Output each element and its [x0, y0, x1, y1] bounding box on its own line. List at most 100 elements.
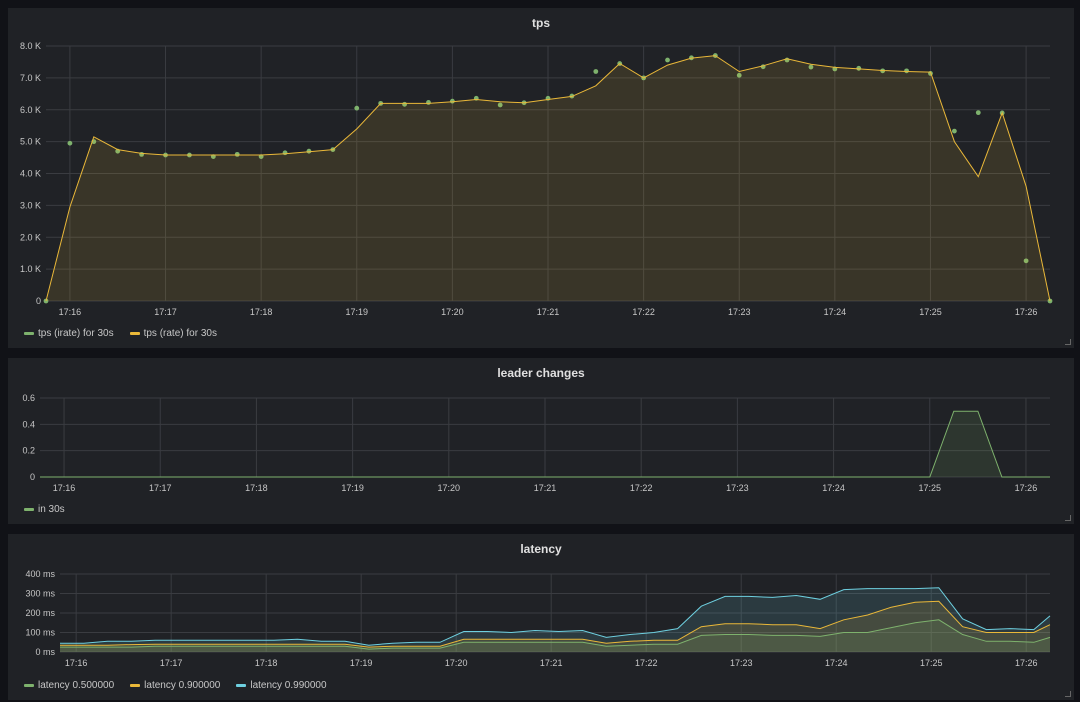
- x-tick-label: 17:16: [53, 483, 76, 493]
- data-point-tps-irate-for-30s: [234, 151, 240, 157]
- data-point-tps-irate-for-30s: [354, 105, 360, 111]
- legend-label: tps (irate) for 30s: [38, 328, 114, 339]
- x-tick-label: 17:25: [918, 483, 941, 493]
- data-point-tps-irate-for-30s: [593, 69, 599, 74]
- x-tick-label: 17:22: [635, 658, 658, 668]
- data-point-tps-irate-for-30s: [904, 68, 909, 74]
- x-tick-label: 17:16: [59, 307, 82, 317]
- latency-panel: latency 0 ms 100 ms 200 ms 300 ms 400 ms 17:1…: [8, 534, 1074, 700]
- latency-chart: 0 ms 100 ms 200 ms 300 ms 400 ms 17:16 17:17 17…: [25, 569, 1051, 668]
- data-point-tps-irate-for-30s: [67, 140, 73, 146]
- y-tick-label: 100 ms: [25, 628, 55, 638]
- legend-item-latency-p99[interactable]: latency 0.990000: [236, 680, 327, 691]
- data-point-tps-irate-for-30s: [975, 110, 981, 116]
- data-point-tps-irate-for-30s: [856, 65, 862, 71]
- legend-swatch-green: [24, 332, 34, 335]
- x-tick-label: 17:18: [255, 658, 278, 668]
- x-tick-label: 17:24: [825, 658, 848, 668]
- series-line-tps-rate-for-30s: [45, 55, 1051, 302]
- legend-item-in-30s[interactable]: in 30s: [24, 504, 65, 515]
- x-tick-label: 17:21: [537, 307, 560, 317]
- series-line-latency-0-500000: [60, 619, 1051, 650]
- series-area-in-30s: [40, 411, 1050, 477]
- y-tick-label: 0: [36, 296, 41, 306]
- data-point-tps-irate-for-30s: [808, 64, 814, 70]
- x-tick-label: 17:17: [149, 483, 172, 493]
- legend-label: tps (rate) for 30s: [143, 328, 217, 339]
- y-tick-label: 6.0 K: [20, 105, 41, 115]
- legend-label: in 30s: [38, 504, 65, 515]
- x-tick-label: 17:17: [154, 307, 177, 317]
- data-point-tps-irate-for-30s: [497, 102, 503, 108]
- x-tick-label: 17:18: [250, 307, 273, 317]
- latency-panel-title[interactable]: latency: [520, 542, 562, 556]
- series-line-in-30s: [40, 410, 1050, 478]
- y-tick-label: 0 ms: [35, 647, 55, 657]
- series-area-latency-0-500000: [60, 619, 1050, 652]
- tps-panel: tps 0 1.0 K 2.0 K 3.0 K 4.0 K 5.0 K 6.0 K 7.0 K…: [8, 8, 1074, 348]
- x-tick-label: 17:21: [534, 483, 557, 493]
- legend-item-latency-p50[interactable]: latency 0.500000: [24, 680, 114, 691]
- leader-changes-legend: in 30s: [24, 504, 65, 515]
- x-tick-label: 17:20: [438, 483, 461, 493]
- tps-panel-title[interactable]: tps: [532, 16, 550, 30]
- legend-item-latency-p90[interactable]: latency 0.900000: [130, 680, 220, 691]
- leader-changes-panel-title[interactable]: leader changes: [497, 366, 585, 380]
- series-line-latency-0-990000: [60, 587, 1051, 646]
- y-tick-label: 200 ms: [25, 608, 55, 618]
- legend-label: latency 0.500000: [38, 680, 115, 691]
- y-tick-label: 0: [30, 472, 35, 482]
- y-tick-label: 3.0 K: [20, 200, 41, 210]
- legend-swatch-yellow: [130, 684, 141, 687]
- x-tick-label: 17:22: [630, 483, 653, 493]
- x-tick-label: 17:24: [822, 483, 845, 493]
- x-tick-label: 17:23: [730, 658, 753, 668]
- legend-item-tps-rate[interactable]: tps (rate) for 30s: [129, 328, 217, 339]
- legend-swatch-green: [24, 684, 34, 687]
- x-tick-label: 17:19: [341, 483, 364, 493]
- x-tick-label: 17:19: [350, 658, 373, 668]
- series-area-latency-0-900000: [60, 601, 1050, 652]
- leader-changes-chart: 0 0.2 0.4 0.6 17:16 17:17 17:18 17:19 17:20 17:21…: [22, 393, 1050, 493]
- x-tick-label: 17:25: [920, 658, 943, 668]
- y-tick-label: 300 ms: [25, 589, 55, 599]
- legend-swatch-yellow: [129, 332, 140, 335]
- x-tick-label: 17:22: [632, 307, 655, 317]
- x-tick-label: 17:26: [1015, 658, 1038, 668]
- x-tick-label: 17:18: [245, 483, 268, 493]
- resize-handle[interactable]: [1065, 339, 1071, 345]
- resize-handle[interactable]: [1065, 515, 1071, 521]
- y-tick-label: 0.2: [22, 446, 35, 456]
- y-tick-label: 2.0 K: [20, 232, 41, 242]
- legend-swatch-green: [24, 508, 34, 511]
- x-tick-label: 17:20: [445, 658, 468, 668]
- resize-handle[interactable]: [1065, 691, 1071, 697]
- data-point-tps-irate-for-30s: [665, 57, 670, 63]
- x-tick-label: 17:16: [65, 658, 88, 668]
- y-tick-label: 0.6: [22, 393, 35, 403]
- y-tick-label: 0.4: [22, 419, 35, 429]
- legend-label: latency 0.990000: [250, 680, 327, 691]
- legend-swatch-blue: [236, 684, 247, 687]
- x-tick-label: 17:25: [919, 307, 942, 317]
- x-tick-label: 17:20: [441, 307, 464, 317]
- x-tick-label: 17:23: [728, 307, 751, 317]
- y-tick-label: 5.0 K: [20, 137, 41, 147]
- series-area-tps-rate-for-30s: [46, 55, 1050, 301]
- legend-item-tps-irate[interactable]: tps (irate) for 30s: [24, 328, 114, 339]
- x-tick-label: 17:19: [345, 307, 368, 317]
- leader-changes-panel: leader changes 0 0.2 0.4 0.6 17:16 17:17 17:18…: [8, 358, 1074, 524]
- tps-chart: 0 1.0 K 2.0 K 3.0 K 4.0 K 5.0 K 6.0 K 7.0 K 8.0 …: [20, 41, 1053, 317]
- tps-legend: tps (irate) for 30s tps (rate) for 30s: [24, 328, 217, 339]
- legend-label: latency 0.900000: [144, 680, 221, 691]
- x-tick-label: 17:17: [160, 658, 183, 668]
- x-tick-label: 17:26: [1015, 483, 1038, 493]
- y-tick-label: 1.0 K: [20, 264, 41, 274]
- y-tick-label: 4.0 K: [20, 169, 41, 179]
- y-tick-label: 400 ms: [25, 569, 55, 579]
- latency-legend: latency 0.500000 latency 0.900000 latenc…: [24, 680, 327, 691]
- x-tick-label: 17:21: [540, 658, 563, 668]
- x-tick-label: 17:26: [1015, 307, 1038, 317]
- series-line-latency-0-900000: [60, 600, 1051, 648]
- x-tick-label: 17:23: [726, 483, 749, 493]
